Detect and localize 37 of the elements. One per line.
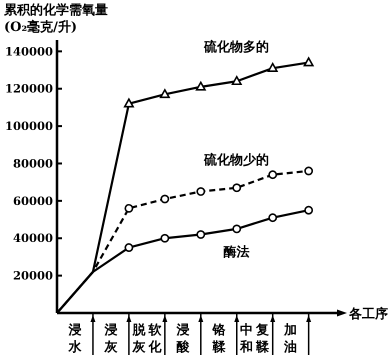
point bbox=[232, 224, 242, 234]
x-tick-label: 铬鞣 bbox=[211, 323, 226, 355]
x-tick-label: 浸酸 bbox=[175, 323, 190, 355]
point bbox=[160, 194, 170, 204]
point bbox=[124, 204, 134, 213]
point bbox=[196, 230, 206, 239]
point bbox=[304, 57, 314, 66]
series-label: 硫化物多的 bbox=[203, 39, 270, 56]
series-label: 酶法 bbox=[224, 244, 250, 260]
x-tick-label: 加油 bbox=[283, 323, 298, 355]
y-tick-label: 140000 bbox=[4, 44, 53, 58]
y-tick-label: 100000 bbox=[4, 119, 53, 134]
y-tick-label: 60000 bbox=[12, 194, 53, 208]
point bbox=[232, 183, 242, 192]
y-tick-label: 120000 bbox=[4, 82, 53, 96]
point bbox=[268, 170, 278, 180]
point bbox=[304, 166, 314, 176]
point bbox=[268, 213, 278, 222]
point bbox=[196, 187, 206, 196]
point bbox=[304, 206, 314, 215]
y-axis-title: 累积的化学需氧量 (O₂毫克/升) bbox=[3, 3, 108, 35]
point bbox=[160, 89, 170, 98]
x-tick-label: 中和复鞣 bbox=[239, 323, 270, 355]
x-axis-title: 各工序 bbox=[348, 306, 388, 322]
point bbox=[232, 76, 242, 86]
point bbox=[160, 234, 170, 243]
point bbox=[124, 98, 134, 108]
x-tick-label: 脱灰软化 bbox=[131, 323, 162, 355]
y-tick-label: 20000 bbox=[12, 268, 53, 283]
y-tick-label: 80000 bbox=[12, 156, 53, 170]
x-tick-label: 浸灰 bbox=[103, 323, 118, 355]
point bbox=[196, 82, 206, 91]
y-tick-label: 40000 bbox=[12, 231, 53, 246]
x-tick-label: 浸水 bbox=[67, 323, 82, 355]
point bbox=[124, 243, 134, 252]
point bbox=[268, 62, 278, 72]
series-label: 硫化物少的 bbox=[203, 152, 270, 168]
